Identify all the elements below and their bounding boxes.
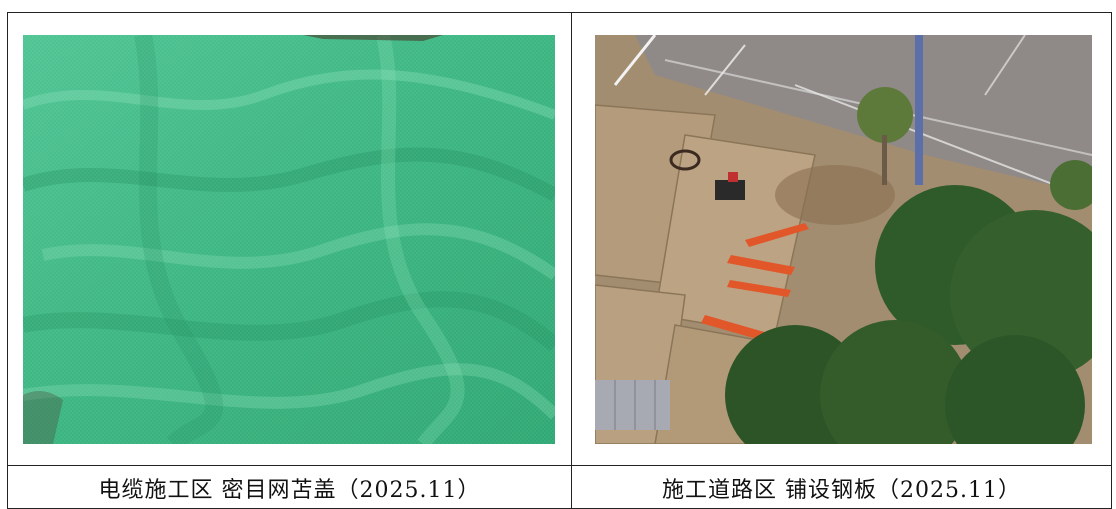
photo-table: 电缆施工区 密目网苫盖（2025.11） 施工道路区 铺设钢板（2025.11） <box>7 12 1112 509</box>
photo-cell-left <box>7 12 572 466</box>
caption-cell-right: 施工道路区 铺设钢板（2025.11） <box>571 465 1112 509</box>
photo-green-mesh <box>23 35 555 444</box>
caption-right: 施工道路区 铺设钢板（2025.11） <box>662 478 1021 503</box>
caption-cell-left: 电缆施工区 密目网苫盖（2025.11） <box>7 465 572 509</box>
photo-steel-plate-road <box>595 35 1092 444</box>
caption-left: 电缆施工区 密目网苫盖（2025.11） <box>98 478 481 503</box>
photo-cell-right <box>571 12 1112 466</box>
